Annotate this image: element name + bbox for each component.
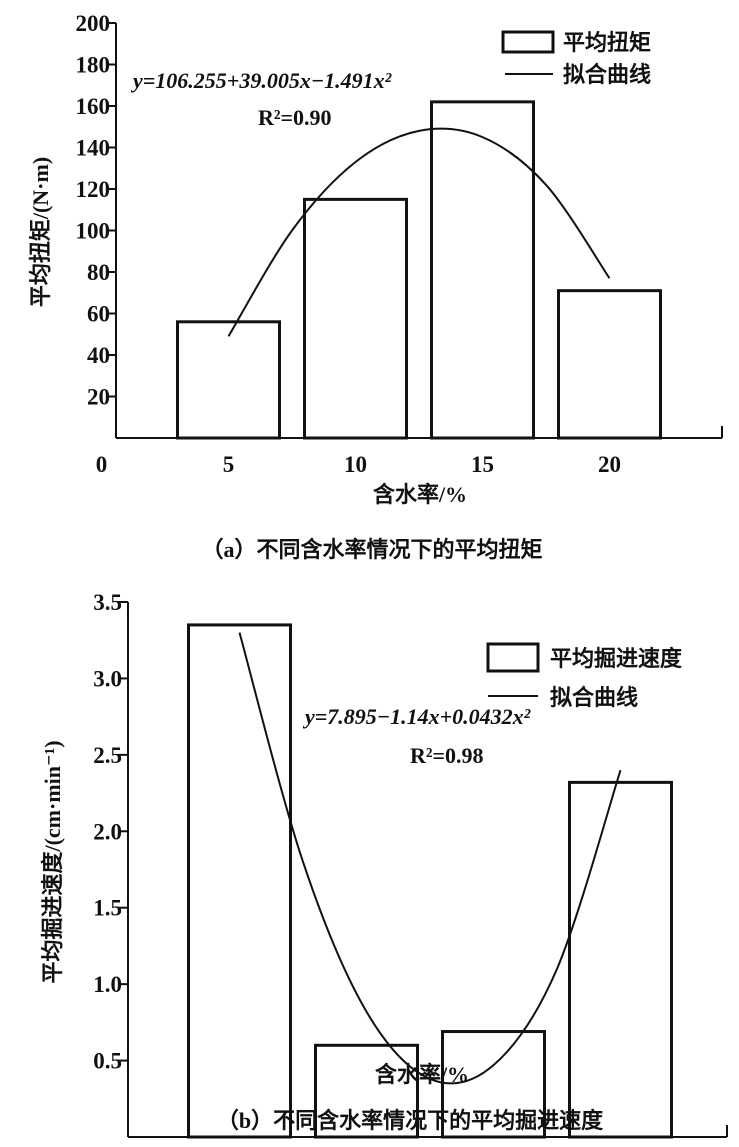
equation-b: y=7.895−1.14x+0.0432x² <box>302 704 531 729</box>
y-tick-label: 1.5 <box>93 896 122 921</box>
x-axis-label-a: 含水率/% <box>373 482 467 507</box>
y-tick-label: 120 <box>76 177 111 202</box>
y-tick-label: 3.0 <box>93 666 122 691</box>
y-axis-label-b: 平均掘进速度/(cm·min⁻¹) <box>40 740 65 983</box>
x-tick-label: 5 <box>223 452 235 477</box>
y-tick-label: 100 <box>76 219 111 244</box>
bar-10 <box>303 197 408 440</box>
legend-bar-swatch-a <box>501 30 555 54</box>
x-tick-label: 0 <box>96 452 108 477</box>
bar-20 <box>557 289 662 440</box>
y-tick-label: 20 <box>87 385 110 410</box>
y-tick-label: 160 <box>76 94 111 119</box>
y-tick-label: 200 <box>76 11 111 36</box>
bar-20 <box>568 780 673 1139</box>
y-tick-label: 80 <box>87 260 110 285</box>
fit-curve <box>227 127 611 337</box>
y-tick-label: 60 <box>87 302 110 327</box>
chart-b-speed: 0.51.01.52.02.53.03.505101520 y=7.895−1.… <box>40 590 728 1139</box>
legend-bar-label-a: 平均扭矩 <box>563 30 651 55</box>
bar-5 <box>187 623 292 1139</box>
bar-15 <box>430 100 535 440</box>
x-axis-label-b: 含水率/% <box>375 1062 469 1087</box>
y-tick-label: 3.5 <box>93 590 122 615</box>
bar-15 <box>441 1030 546 1139</box>
legend-bar-label-b: 平均掘进速度 <box>550 646 683 671</box>
fit-curve <box>238 632 622 1085</box>
r2-b: R²=0.98 <box>410 743 484 768</box>
y-axis-label-a: 平均扭矩/(N·m) <box>28 157 53 307</box>
y-tick-label: 40 <box>87 343 110 368</box>
y-tick-label: 1.0 <box>93 972 122 997</box>
caption-b: （b）不同含水率情况下的平均掘进速度 <box>217 1108 604 1133</box>
y-tick-label: 180 <box>76 53 111 78</box>
legend-line-label-a: 拟合曲线 <box>563 62 651 87</box>
r2-a: R²=0.90 <box>258 105 332 130</box>
equation-a: y=106.255+39.005x−1.491x² <box>130 68 392 93</box>
legend-bar-swatch-b <box>486 642 540 673</box>
y-tick-label: 140 <box>76 136 111 161</box>
y-tick-label: 2.5 <box>93 743 122 768</box>
caption-a: （a）不同含水率情况下的平均扭矩 <box>201 537 542 562</box>
y-tick-label: 0.5 <box>93 1049 122 1074</box>
x-tick-label: 10 <box>344 452 367 477</box>
chart-a-torque: 20 40 60 80 100 120 140 160 180 200 0 5 10 15 20 y=106… <box>28 11 723 562</box>
y-tick-label: 2.0 <box>93 819 122 844</box>
legend-line-label-b: 拟合曲线 <box>550 685 638 710</box>
x-tick-label: 15 <box>471 452 494 477</box>
x-tick-label: 20 <box>598 452 621 477</box>
bar-5 <box>176 320 281 440</box>
